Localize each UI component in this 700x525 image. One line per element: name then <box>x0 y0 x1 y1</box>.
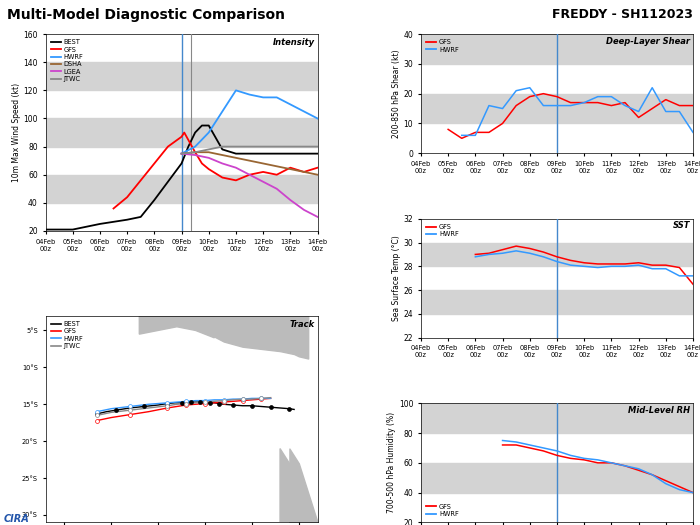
Text: Mid-Level RH: Mid-Level RH <box>628 406 690 415</box>
Polygon shape <box>280 448 318 522</box>
Text: FREDDY - SH112023: FREDDY - SH112023 <box>552 8 693 21</box>
Polygon shape <box>139 316 214 338</box>
Y-axis label: Sea Surface Temp (°C): Sea Surface Temp (°C) <box>392 235 401 321</box>
Text: Multi-Model Diagnostic Comparison: Multi-Model Diagnostic Comparison <box>7 8 285 22</box>
Bar <box>421 243 693 266</box>
Y-axis label: 10m Max Wind Speed (kt): 10m Max Wind Speed (kt) <box>12 83 20 182</box>
Legend: GFS, HWRF: GFS, HWRF <box>424 502 461 519</box>
Legend: GFS, HWRF: GFS, HWRF <box>424 37 461 55</box>
Y-axis label: 700-500 hPa Humidity (%): 700-500 hPa Humidity (%) <box>387 412 396 513</box>
Text: Intensity: Intensity <box>273 38 315 47</box>
Legend: BEST, GFS, HWRF, DSHA, LGEA, JTWC: BEST, GFS, HWRF, DSHA, LGEA, JTWC <box>49 37 85 84</box>
Text: Track: Track <box>290 320 315 329</box>
Text: CIRA: CIRA <box>4 514 29 524</box>
Bar <box>421 290 693 314</box>
Bar <box>421 403 693 433</box>
Bar <box>421 93 693 123</box>
Bar <box>421 463 693 492</box>
Text: Deep-Layer Shear: Deep-Layer Shear <box>606 37 690 46</box>
Bar <box>46 175 318 203</box>
Legend: BEST, GFS, HWRF, JTWC: BEST, GFS, HWRF, JTWC <box>49 319 85 351</box>
Bar <box>46 119 318 146</box>
Bar <box>46 62 318 90</box>
Bar <box>421 34 693 64</box>
Text: SST: SST <box>673 221 690 230</box>
Y-axis label: 200-850 hPa Shear (kt): 200-850 hPa Shear (kt) <box>392 49 401 138</box>
Legend: GFS, HWRF: GFS, HWRF <box>424 222 461 239</box>
